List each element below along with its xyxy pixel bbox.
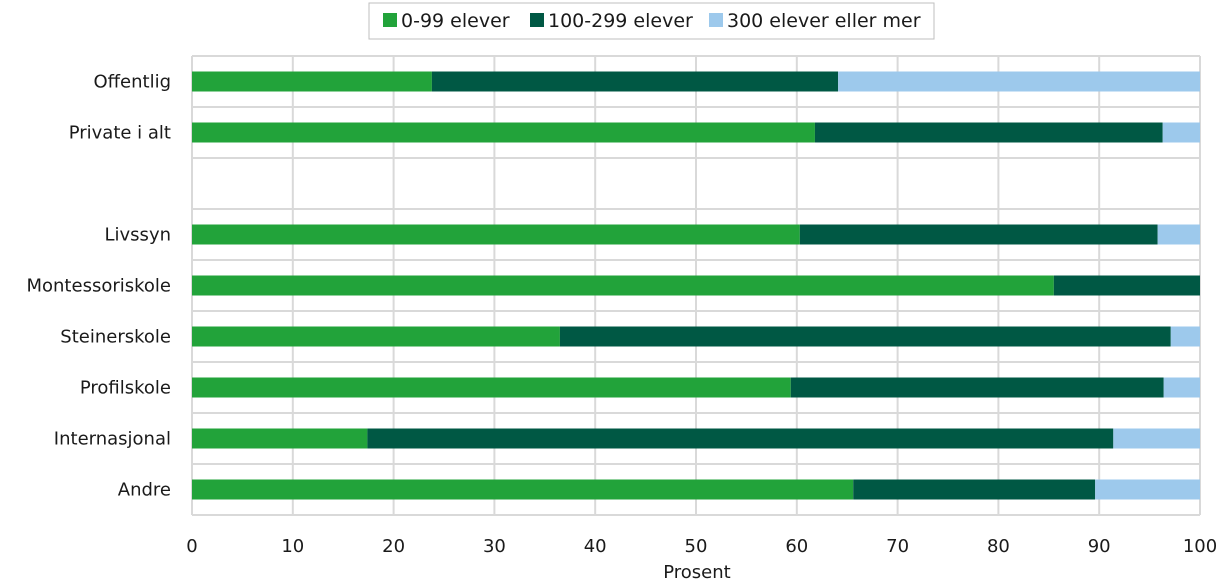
x-tick-label: 90 [1088, 536, 1111, 557]
bar-segment [1113, 428, 1200, 449]
category-label: Livssyn [105, 225, 172, 246]
x-tick-label: 80 [987, 536, 1010, 557]
bar-segment [192, 122, 815, 143]
bar-segment [814, 122, 1163, 143]
bar-segment [1162, 122, 1200, 143]
category-label: Montessoriskole [26, 276, 171, 297]
bar-segment [192, 275, 1054, 296]
bar-segment [192, 428, 368, 449]
category-label: Internasjonal [54, 429, 171, 450]
bar-segment [192, 479, 854, 500]
bar-segment [1095, 479, 1200, 500]
bar-segment [192, 71, 432, 92]
bar-segment [1053, 275, 1200, 296]
legend-swatch [709, 13, 723, 27]
x-tick-label: 60 [785, 536, 808, 557]
x-tick-label: 10 [281, 536, 304, 557]
legend-label: 300 elever eller mer [727, 10, 921, 32]
legend-box [368, 2, 935, 40]
bar-segment [790, 377, 1164, 398]
x-tick-label: 20 [382, 536, 405, 557]
category-label: Offentlig [93, 72, 171, 93]
category-label: Steinerskole [60, 327, 171, 348]
x-tick-label: 40 [584, 536, 607, 557]
x-tick-label: 70 [886, 536, 909, 557]
bar-segment [853, 479, 1096, 500]
category-label: Private i alt [69, 123, 171, 144]
x-tick-labels: 0 10 20 30 40 50 60 70 80 90 100 [186, 536, 1217, 557]
x-tick-label: 100 [1183, 536, 1217, 557]
bar-segment [192, 326, 560, 347]
legend-label: 100-299 elever [548, 10, 693, 32]
category-label: Profilskole [80, 378, 171, 399]
bar-segment [838, 71, 1200, 92]
x-tick-label: 50 [685, 536, 708, 557]
bars [192, 71, 1200, 500]
x-tick-label: 0 [186, 536, 197, 557]
legend-swatch [530, 13, 544, 27]
bar-segment [559, 326, 1171, 347]
x-axis-title: Prosent [663, 562, 730, 583]
bar-segment [1170, 326, 1200, 347]
x-tick-label: 30 [483, 536, 506, 557]
bar-segment [431, 71, 839, 92]
bar-segment [1157, 224, 1200, 245]
legend-label: 0-99 elever [401, 10, 510, 32]
bar-segment [1163, 377, 1200, 398]
category-labels: Offentlig Private i alt Livssyn Montessoris… [26, 72, 171, 501]
legend: 0-99 elever 100-299 elever 300 elever elle… [368, 2, 935, 40]
legend-swatch [383, 13, 397, 27]
bar-segment [799, 224, 1158, 245]
bar-segment [192, 224, 800, 245]
bar-segment [192, 377, 791, 398]
category-label: Andre [118, 480, 171, 501]
bar-segment [367, 428, 1114, 449]
